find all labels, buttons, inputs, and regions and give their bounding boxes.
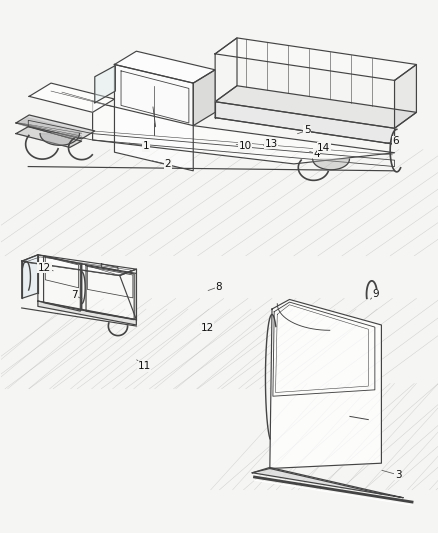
Polygon shape bbox=[312, 159, 349, 169]
Polygon shape bbox=[252, 467, 403, 498]
Polygon shape bbox=[16, 127, 81, 148]
Text: 10: 10 bbox=[238, 141, 251, 151]
Polygon shape bbox=[215, 86, 416, 128]
Polygon shape bbox=[269, 300, 381, 469]
Text: 2: 2 bbox=[164, 159, 171, 169]
Text: 6: 6 bbox=[391, 136, 398, 146]
Polygon shape bbox=[18, 118, 81, 139]
Text: 11: 11 bbox=[137, 361, 151, 372]
Text: 14: 14 bbox=[316, 143, 329, 153]
Polygon shape bbox=[38, 255, 81, 310]
Text: 1: 1 bbox=[142, 141, 149, 151]
Text: 13: 13 bbox=[264, 139, 277, 149]
Polygon shape bbox=[38, 301, 136, 325]
Polygon shape bbox=[114, 51, 215, 83]
Polygon shape bbox=[29, 83, 114, 112]
Polygon shape bbox=[16, 115, 95, 139]
Text: 12: 12 bbox=[200, 322, 213, 333]
Text: 7: 7 bbox=[71, 290, 78, 300]
Text: 5: 5 bbox=[303, 125, 310, 135]
Polygon shape bbox=[21, 255, 136, 276]
Text: 9: 9 bbox=[372, 289, 378, 299]
Text: 12: 12 bbox=[38, 263, 51, 272]
Text: 4: 4 bbox=[313, 149, 319, 159]
Polygon shape bbox=[21, 255, 38, 298]
Polygon shape bbox=[114, 64, 193, 171]
Polygon shape bbox=[215, 38, 416, 80]
Polygon shape bbox=[81, 264, 136, 320]
Polygon shape bbox=[95, 66, 115, 103]
Polygon shape bbox=[394, 64, 416, 128]
Polygon shape bbox=[193, 70, 215, 126]
Polygon shape bbox=[40, 134, 79, 146]
Text: 3: 3 bbox=[394, 470, 400, 480]
Polygon shape bbox=[92, 102, 394, 164]
Text: 8: 8 bbox=[215, 282, 222, 292]
Polygon shape bbox=[215, 102, 394, 144]
